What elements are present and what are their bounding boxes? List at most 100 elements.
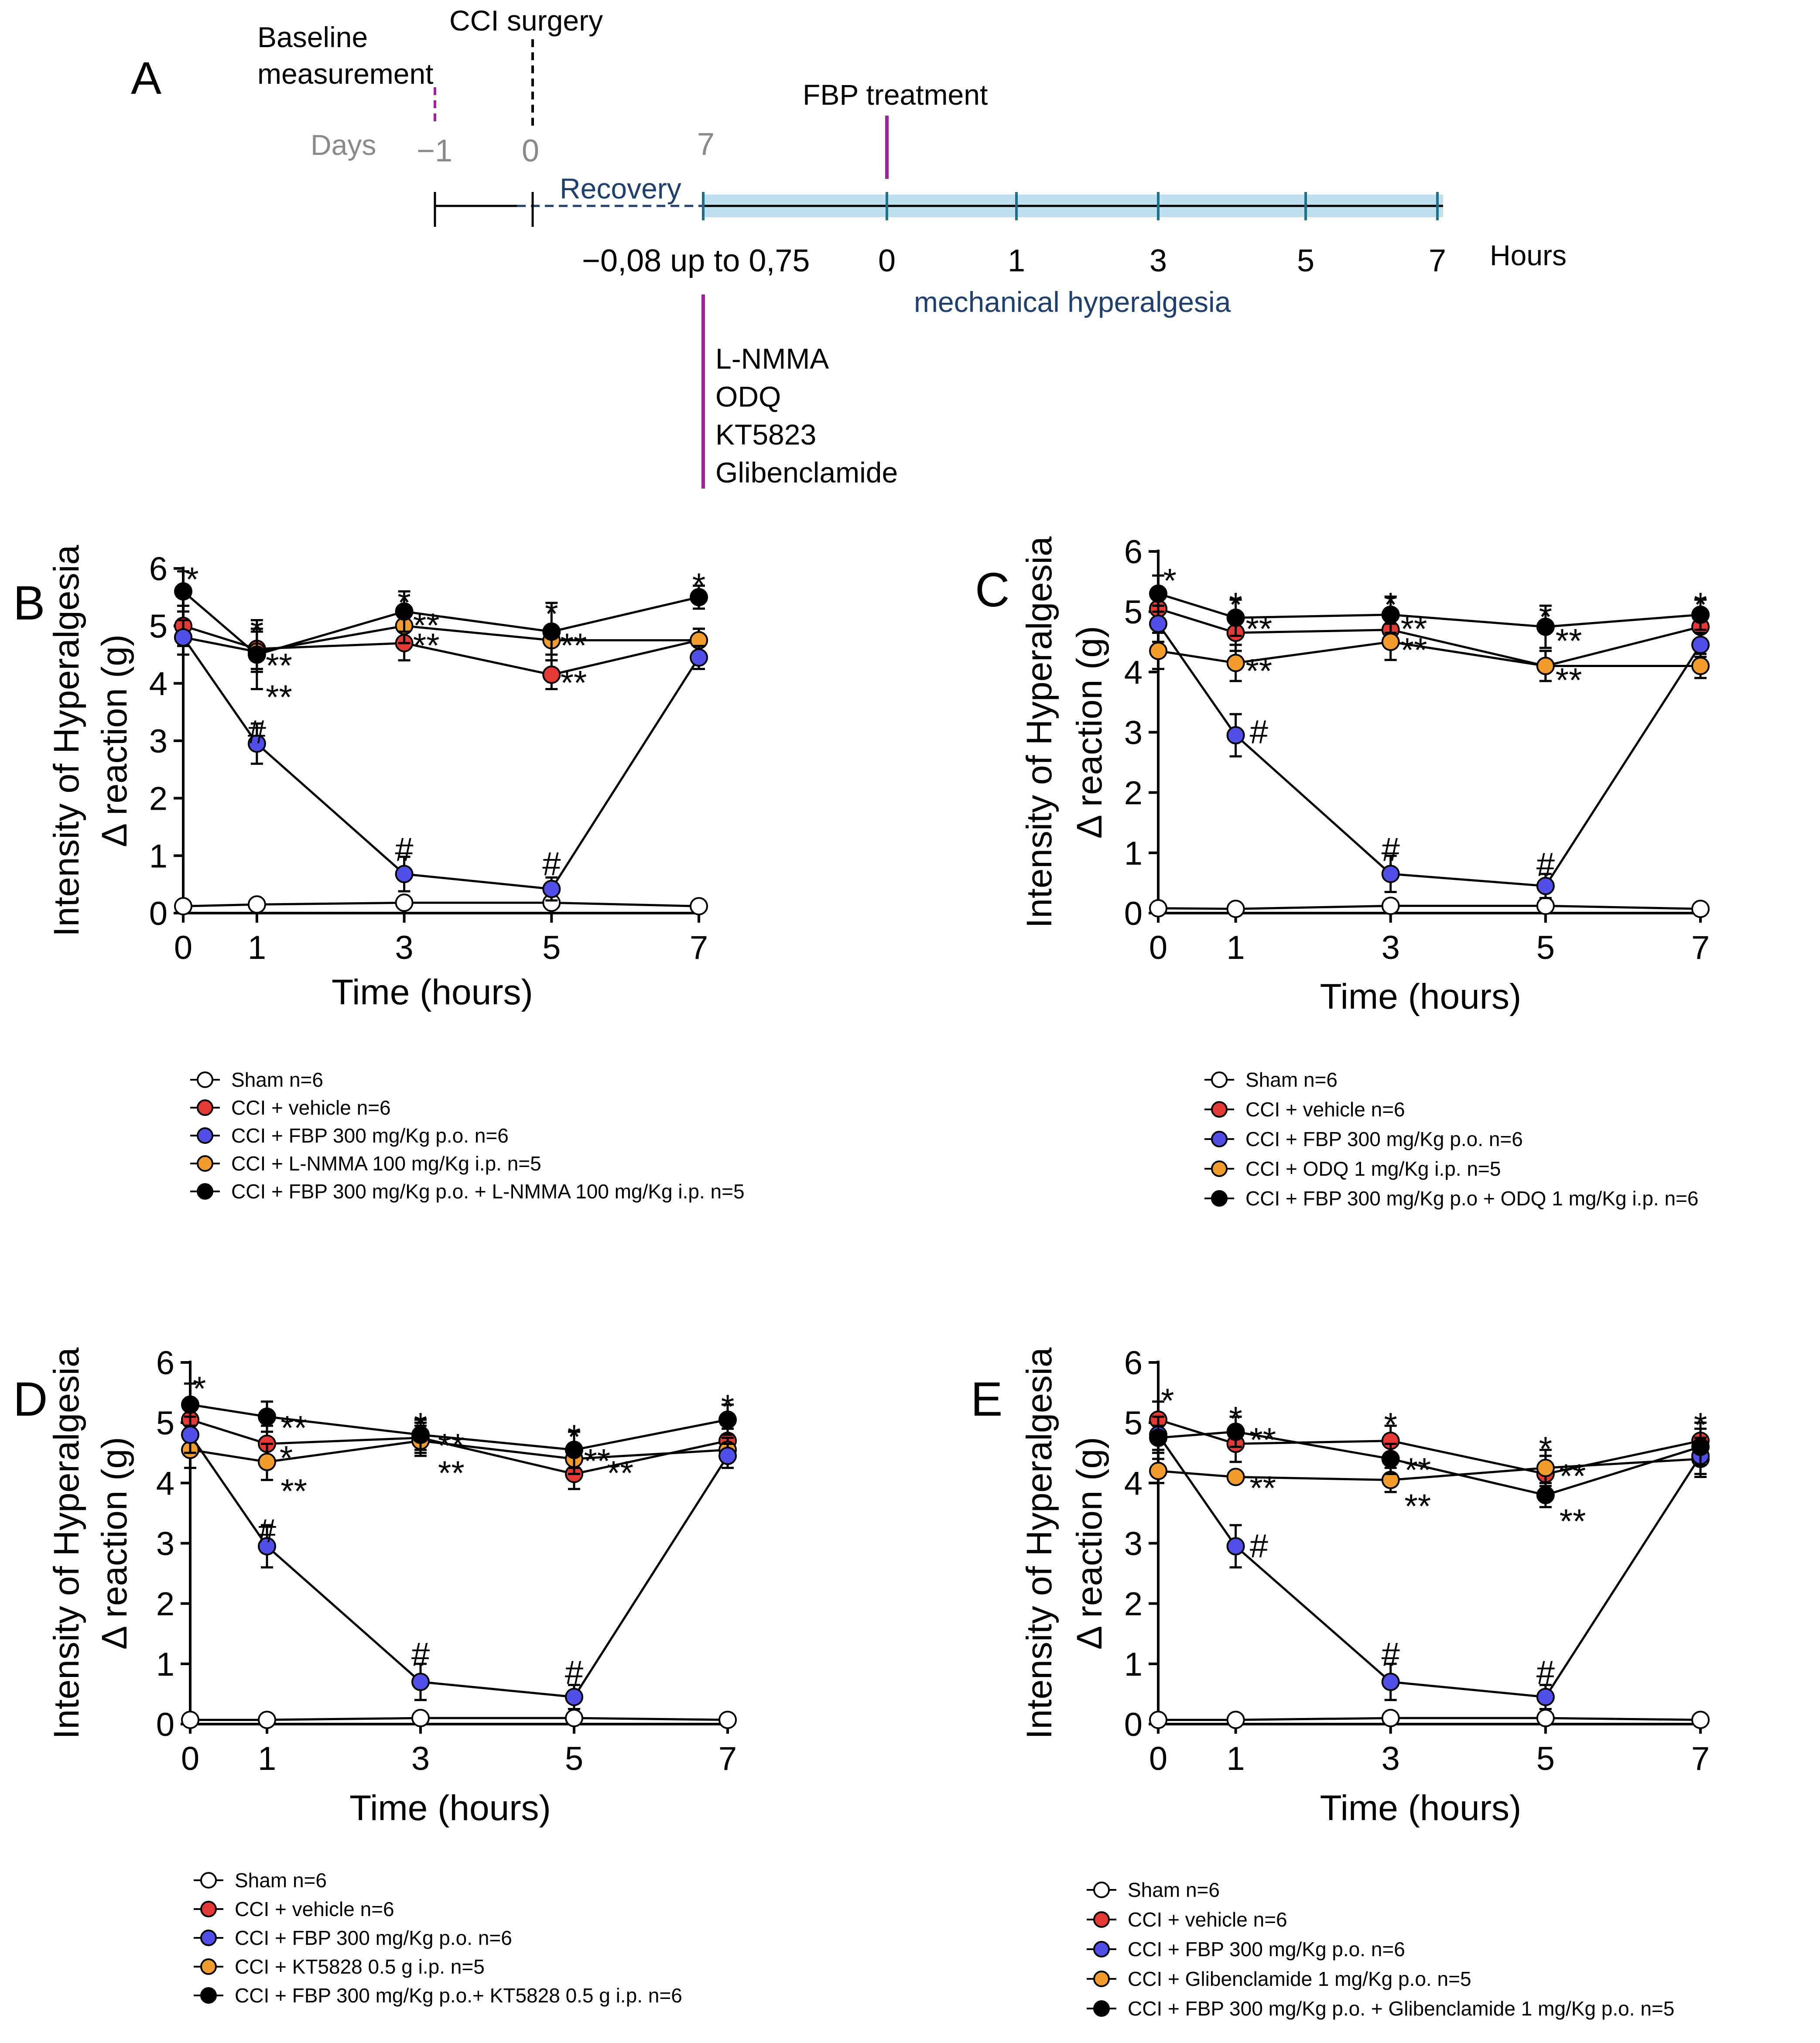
x-tick-label-c-0: 0 — [1149, 929, 1167, 966]
timeline-panel: A Baseline measurement CCI surgery FBP t… — [131, 4, 1567, 489]
y-tick-label-c-0: 0 — [1124, 895, 1143, 932]
data-point-combo-e-4 — [1691, 1437, 1710, 1456]
significance-mark-d-5: * — [414, 1405, 427, 1444]
data-point-combo-b-1 — [247, 645, 266, 664]
x-tick-label-c-7: 7 — [1691, 929, 1710, 966]
significance-mark-d-6: ** — [438, 1427, 465, 1465]
legend-marker-drug-c — [1211, 1160, 1228, 1177]
significance-mark-c-2: ** — [1245, 609, 1272, 648]
significance-mark-b-7: ** — [413, 626, 440, 664]
chart-panel-c: C 0 1 2 3 4 5 6 0 1 3 5 7 Time (hours) Intensity of Hy… — [975, 534, 1710, 1210]
data-point-fbp-c-4 — [1691, 636, 1710, 654]
y-tick-label-d-0: 0 — [156, 1706, 174, 1743]
data-point-sham-e-4 — [1691, 1711, 1710, 1729]
data-point-fbp-d-4 — [718, 1447, 737, 1465]
legend-label-fbp-d: CCI + FBP 300 mg/Kg p.o. n=6 — [235, 1927, 512, 1949]
data-point-fbp-e-3 — [1536, 1687, 1555, 1706]
timeline-hour-labels: 0 1 3 5 7 — [878, 243, 1446, 278]
y-tick-label-d-2: 2 — [156, 1586, 174, 1623]
data-point-combo-d-4 — [718, 1410, 737, 1429]
y-tick-label-e-5: 5 — [1124, 1405, 1143, 1442]
y-tick-label-d-1: 1 — [156, 1646, 174, 1683]
data-point-fbp-c-1 — [1226, 726, 1245, 745]
significance-mark-c-7: ** — [1401, 630, 1427, 669]
significance-mark-c-0: * — [1163, 561, 1176, 599]
significance-mark-c-12: # — [1536, 846, 1555, 883]
y-tick-label-b-3: 3 — [149, 723, 168, 760]
data-point-fbp-b-4 — [690, 648, 708, 667]
y-tick-label-b-1: 1 — [149, 838, 168, 875]
legend-e: Sham n=6 CCI + vehicle n=6 CCI + FBP 300 m… — [1087, 1879, 1674, 2020]
y-tick-label-c-3: 3 — [1124, 715, 1143, 752]
x-axis-label-e: Time (hours) — [1320, 1788, 1522, 1828]
significance-mark-b-2: ** — [266, 646, 292, 684]
significance-mark-c-8: # — [1382, 831, 1400, 868]
y-tick-label-b-5: 5 — [149, 608, 168, 645]
legend-marker-combo-b — [197, 1183, 213, 1200]
cci-surgery-label: CCI surgery — [449, 4, 603, 37]
y-axis-label-line2-e: Δ reaction (g) — [1070, 1437, 1109, 1650]
data-point-sham-d-4 — [718, 1711, 737, 1729]
chart-panel-e: E 0 1 2 3 4 5 6 0 1 3 5 7 Time (hours) Intensity of Hy… — [971, 1345, 1710, 2020]
series-drug-c — [1149, 623, 1710, 682]
significance-mark-c-4: # — [1250, 714, 1268, 751]
timeline-hour-label-7: 7 — [1429, 243, 1446, 278]
series-combo-e — [1149, 1415, 1710, 1509]
significance-mark-b-10: ** — [561, 626, 587, 664]
significance-mark-d-11: ** — [607, 1454, 633, 1492]
data-point-sham-c-2 — [1381, 897, 1400, 915]
significance-mark-b-5: * — [397, 583, 411, 621]
x-tick-label-e-0: 0 — [1149, 1740, 1167, 1777]
y-tick-label-e-2: 2 — [1124, 1586, 1143, 1623]
day-7-label: 7 — [697, 127, 715, 162]
legend-label-sham-b: Sham n=6 — [231, 1068, 323, 1091]
legend-label-combo-c: CCI + FBP 300 mg/Kg p.o + ODQ 1 mg/Kg i.… — [1245, 1187, 1699, 1210]
x-axis-label-b: Time (hours) — [332, 972, 533, 1012]
data-point-combo-b-3 — [542, 622, 561, 641]
timeline-hour-label-0: 0 — [878, 243, 896, 278]
significance-mark-c-9: * — [1539, 597, 1552, 636]
panel-label-c: C — [975, 563, 1009, 617]
series-combo-d — [181, 1382, 737, 1469]
legend-label-drug-b: CCI + L-NMMA 100 mg/Kg i.p. n=5 — [231, 1152, 541, 1175]
data-point-fbp-d-3 — [565, 1687, 583, 1706]
y-tick-label-b-0: 0 — [149, 895, 168, 932]
panel-label-a: A — [131, 53, 161, 104]
legend-label-vehicle-b: CCI + vehicle n=6 — [231, 1096, 391, 1119]
significance-mark-e-7: ** — [1405, 1487, 1431, 1525]
data-point-sham-d-0 — [181, 1711, 199, 1729]
series-fbp-b — [174, 619, 708, 902]
legend-marker-combo-d — [200, 1987, 217, 2004]
legend-marker-vehicle-c — [1211, 1101, 1228, 1118]
data-point-drug-e-1 — [1226, 1468, 1245, 1486]
series-fbp-c — [1149, 604, 1710, 899]
significance-mark-b-4: # — [248, 713, 266, 750]
legend-label-sham-d: Sham n=6 — [235, 1869, 327, 1892]
data-point-fbp-b-2 — [395, 865, 414, 883]
fbp-treatment-label: FBP treatment — [803, 79, 988, 111]
data-point-sham-d-3 — [565, 1709, 583, 1728]
y-tick-label-b-4: 4 — [149, 665, 168, 702]
legend-label-combo-d: CCI + FBP 300 mg/Kg p.o.+ KT5828 0.5 g i… — [235, 1984, 682, 2007]
legend-label-sham-e: Sham n=6 — [1128, 1879, 1220, 1901]
day-0-label: 0 — [522, 133, 539, 168]
significance-mark-e-5: * — [1384, 1405, 1397, 1444]
legend-marker-fbp-b — [197, 1127, 213, 1144]
drug-label-glibenclamide: Glibenclamide — [715, 456, 898, 489]
significance-mark-d-0: * — [193, 1369, 206, 1407]
significance-mark-b-13: * — [692, 566, 705, 604]
legend-label-vehicle-c: CCI + vehicle n=6 — [1245, 1098, 1405, 1121]
significance-mark-e-10: ** — [1560, 1457, 1586, 1495]
legend-marker-sham-d — [200, 1872, 217, 1889]
y-tick-label-e-1: 1 — [1124, 1646, 1143, 1683]
data-point-sham-b-0 — [174, 897, 192, 916]
data-point-sham-c-1 — [1226, 900, 1245, 918]
x-tick-label-e-5: 5 — [1536, 1740, 1555, 1777]
legend-label-fbp-c: CCI + FBP 300 mg/Kg p.o. n=6 — [1245, 1128, 1523, 1150]
data-point-combo-d-0 — [181, 1395, 199, 1414]
legend-label-combo-b: CCI + FBP 300 mg/Kg p.o. + L-NMMA 100 mg… — [231, 1180, 745, 1203]
legend-marker-combo-e — [1093, 2000, 1110, 2017]
y-tick-label-d-5: 5 — [156, 1405, 174, 1442]
y-axis-label-line2-c: Δ reaction (g) — [1070, 626, 1109, 839]
legend-c: Sham n=6 CCI + vehicle n=6 CCI + FBP 300 m… — [1204, 1068, 1699, 1210]
